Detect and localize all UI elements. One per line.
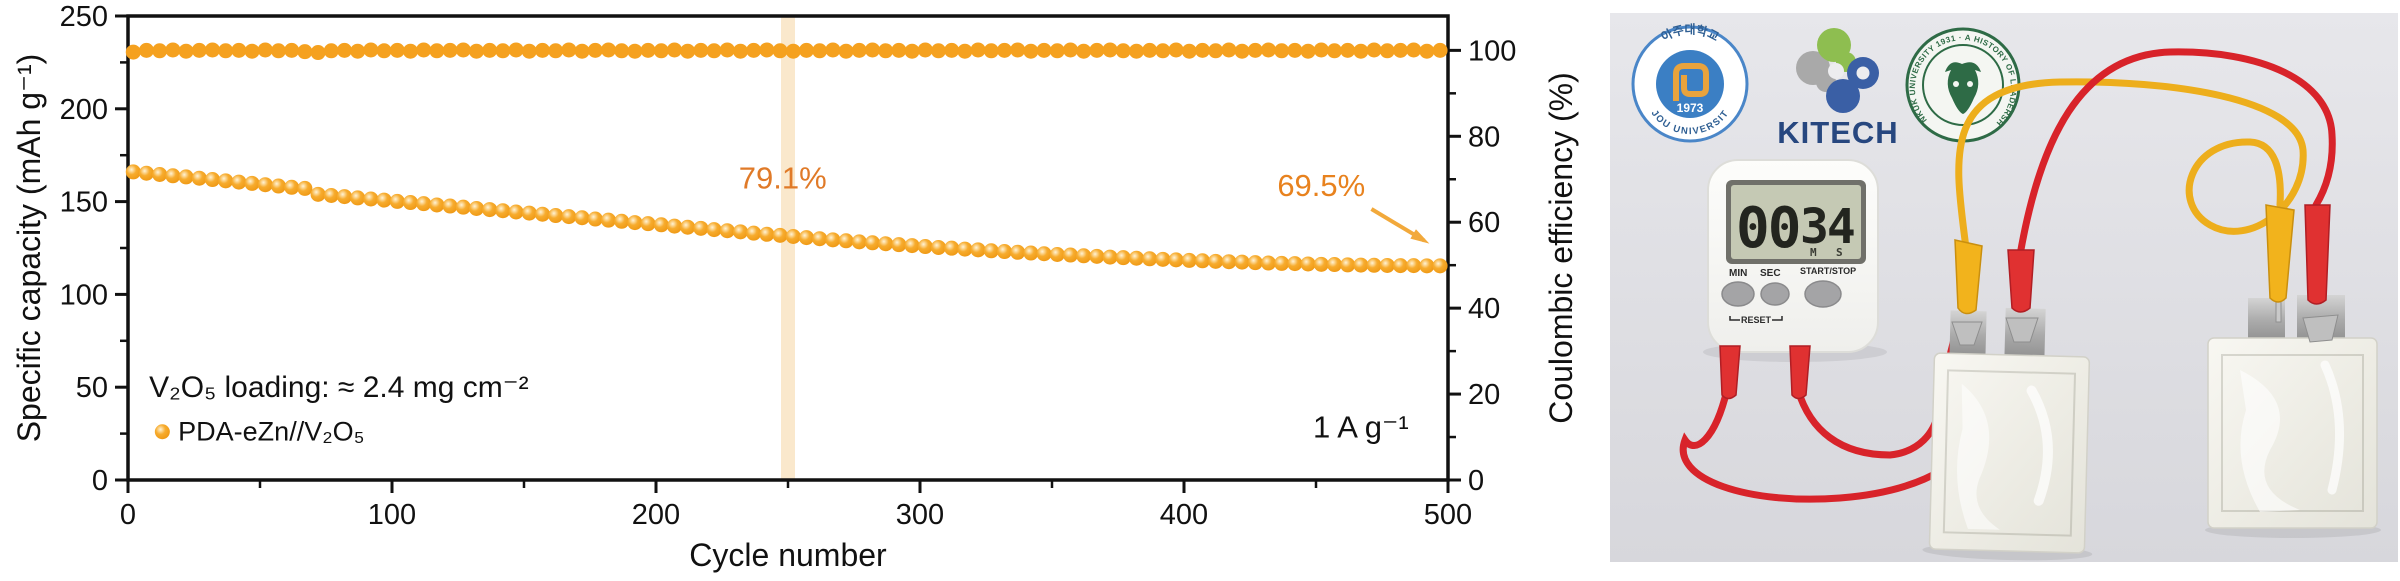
kitchen-timer: 00 34 M S MIN SEC START/STOP RESET bbox=[1703, 159, 1887, 362]
red-clip-left-cell bbox=[2007, 249, 2035, 313]
legend-label: PDA-eZn//V₂O₅ bbox=[178, 417, 364, 447]
capacity-series bbox=[125, 164, 1448, 274]
x-tick-label: 400 bbox=[1160, 499, 1208, 531]
device-photo: 1973 아주대학교 AJOU UNIVERSITY KITECH bbox=[1610, 0, 2398, 562]
timer-seconds: 34 bbox=[1800, 199, 1854, 255]
y-left-tick-label: 250 bbox=[60, 1, 108, 33]
right-cell-clips bbox=[2265, 204, 2339, 343]
ajou-knot-icon bbox=[1673, 63, 1709, 101]
ajou-korean-text: 아주대학교 bbox=[1658, 22, 1721, 44]
y-right-tick-label: 20 bbox=[1468, 379, 1500, 411]
x-tick-label: 0 bbox=[120, 499, 136, 531]
y-left-axis-title: Specific capacity (mAh g⁻¹) bbox=[11, 54, 47, 443]
coulombic-efficiency-series bbox=[125, 42, 1448, 61]
left-cell-clips bbox=[1951, 239, 2039, 346]
y-right-tick-label: 0 bbox=[1468, 465, 1484, 497]
retention-arrow-icon bbox=[1370, 207, 1430, 244]
x-tick-label: 500 bbox=[1424, 499, 1472, 531]
cycling-performance-chart: 0 100 200 300 400 500050100150200250020406080… bbox=[11, 1, 1579, 573]
timer-minutes: 00 bbox=[1736, 196, 1799, 261]
y-left-tick-label: 150 bbox=[60, 187, 108, 219]
timer-min-button-label: MIN bbox=[1729, 268, 1747, 279]
y-right-tick-label: 80 bbox=[1468, 121, 1500, 153]
timer-startstop-button bbox=[1804, 280, 1842, 308]
yellow-clip-left-cell bbox=[1954, 239, 1983, 315]
timer-lead-clips bbox=[1719, 345, 1811, 400]
x-tick-label: 300 bbox=[896, 499, 944, 531]
kitech-logo: KITECH bbox=[1777, 28, 1898, 150]
y-right-tick-label: 40 bbox=[1468, 293, 1500, 325]
x-tick-label: 100 bbox=[368, 499, 416, 531]
pouch-cell-left bbox=[1922, 307, 2093, 561]
y-left-tick-label: 100 bbox=[60, 279, 108, 311]
y-right-tick-label: 100 bbox=[1468, 35, 1516, 67]
timer-unit-m: M bbox=[1810, 246, 1817, 259]
retention-annotation-500: 69.5% bbox=[1277, 168, 1365, 203]
retention-annotation-250: 79.1% bbox=[739, 161, 827, 196]
y-left-tick-label: 0 bbox=[92, 465, 108, 497]
legend bbox=[154, 424, 170, 440]
kitech-wordmark: KITECH bbox=[1777, 115, 1898, 150]
y-left-tick-label: 50 bbox=[76, 372, 108, 404]
axis-ticks bbox=[115, 14, 1461, 493]
timer-min-button bbox=[1721, 281, 1755, 307]
y-right-axis-title: Coulombic efficiency (%) bbox=[1543, 72, 1579, 424]
red-clip-right-cell bbox=[2304, 204, 2331, 305]
red-wire-timer-left bbox=[1679, 386, 1946, 503]
timer-sec-button-label: SEC bbox=[1760, 268, 1781, 279]
kitech-mark-icon bbox=[1796, 28, 1879, 113]
x-tick-label: 200 bbox=[632, 499, 680, 531]
konkuk-bull-icon bbox=[1945, 62, 1981, 114]
red-wire-long bbox=[2016, 48, 2336, 259]
loading-note: V₂O₅ loading: ≈ 2.4 mg cm⁻² bbox=[149, 371, 529, 404]
current-rate-label: 1 A g⁻¹ bbox=[1313, 409, 1409, 444]
timer-sec-button bbox=[1760, 282, 1790, 306]
cycle-250-highlight-band bbox=[781, 16, 795, 480]
plot-frame bbox=[126, 14, 1450, 482]
ajou-year: 1973 bbox=[1677, 101, 1704, 115]
legend-marker-icon bbox=[154, 424, 170, 440]
y-right-tick-label: 60 bbox=[1468, 207, 1500, 239]
yellow-clip-right-cell bbox=[2265, 204, 2295, 303]
x-axis-title: Cycle number bbox=[689, 537, 887, 573]
timer-reset-label: RESET bbox=[1741, 315, 1772, 325]
yellow-wire bbox=[1955, 78, 2307, 252]
timer-unit-s: S bbox=[1836, 246, 1843, 259]
red-wire-timer-right bbox=[1794, 386, 1942, 459]
timer-lcd-screen bbox=[1731, 185, 1861, 259]
y-left-tick-label: 200 bbox=[60, 94, 108, 126]
timer-startstop-button-label: START/STOP bbox=[1800, 266, 1856, 276]
